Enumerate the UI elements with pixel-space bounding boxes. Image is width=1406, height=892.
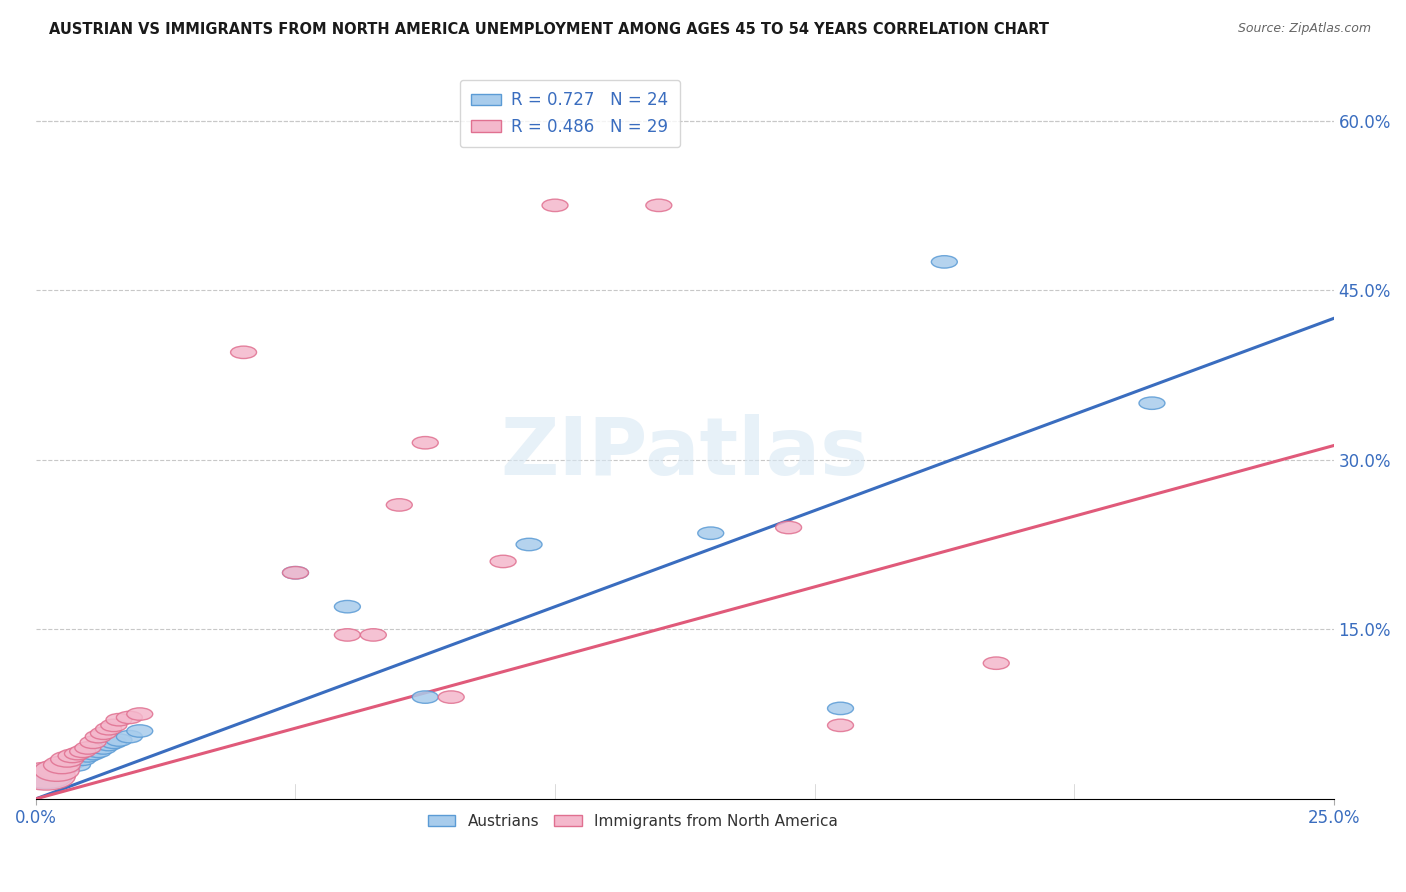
Ellipse shape: [75, 742, 101, 754]
Ellipse shape: [38, 762, 75, 780]
Legend: Austrians, Immigrants from North America: Austrians, Immigrants from North America: [422, 808, 844, 835]
Ellipse shape: [90, 727, 117, 739]
Ellipse shape: [439, 691, 464, 703]
Ellipse shape: [231, 346, 256, 359]
Ellipse shape: [80, 736, 105, 748]
Ellipse shape: [645, 199, 672, 211]
Ellipse shape: [101, 736, 127, 748]
Ellipse shape: [86, 745, 111, 757]
Ellipse shape: [335, 629, 360, 641]
Ellipse shape: [96, 723, 121, 735]
Ellipse shape: [53, 758, 82, 772]
Ellipse shape: [75, 749, 101, 762]
Ellipse shape: [697, 527, 724, 540]
Ellipse shape: [776, 521, 801, 533]
Ellipse shape: [70, 745, 96, 757]
Ellipse shape: [59, 756, 86, 769]
Text: AUSTRIAN VS IMMIGRANTS FROM NORTH AMERICA UNEMPLOYMENT AMONG AGES 45 TO 54 YEARS: AUSTRIAN VS IMMIGRANTS FROM NORTH AMERIC…: [49, 22, 1049, 37]
Ellipse shape: [101, 719, 127, 731]
Ellipse shape: [80, 747, 105, 760]
Ellipse shape: [51, 751, 83, 767]
Ellipse shape: [828, 719, 853, 731]
Ellipse shape: [20, 764, 72, 789]
Ellipse shape: [58, 749, 87, 763]
Ellipse shape: [283, 566, 308, 579]
Ellipse shape: [117, 711, 142, 723]
Ellipse shape: [96, 739, 121, 751]
Ellipse shape: [86, 731, 111, 743]
Text: ZIPatlas: ZIPatlas: [501, 415, 869, 492]
Ellipse shape: [105, 734, 132, 747]
Ellipse shape: [90, 742, 117, 754]
Ellipse shape: [491, 555, 516, 567]
Ellipse shape: [516, 538, 543, 550]
Ellipse shape: [45, 759, 79, 775]
Ellipse shape: [828, 702, 853, 714]
Ellipse shape: [44, 756, 80, 773]
Ellipse shape: [105, 714, 132, 726]
Ellipse shape: [283, 566, 308, 579]
Ellipse shape: [412, 436, 439, 449]
Ellipse shape: [983, 657, 1010, 669]
Ellipse shape: [387, 499, 412, 511]
Ellipse shape: [335, 600, 360, 613]
Ellipse shape: [127, 725, 153, 737]
Ellipse shape: [412, 691, 439, 703]
Ellipse shape: [65, 759, 90, 771]
Ellipse shape: [34, 760, 79, 781]
Text: Source: ZipAtlas.com: Source: ZipAtlas.com: [1237, 22, 1371, 36]
Ellipse shape: [543, 199, 568, 211]
Ellipse shape: [931, 256, 957, 268]
Ellipse shape: [360, 629, 387, 641]
Ellipse shape: [17, 763, 76, 790]
Ellipse shape: [1139, 397, 1166, 409]
Ellipse shape: [117, 731, 142, 743]
Ellipse shape: [127, 708, 153, 720]
Ellipse shape: [65, 747, 90, 760]
Ellipse shape: [70, 753, 96, 765]
